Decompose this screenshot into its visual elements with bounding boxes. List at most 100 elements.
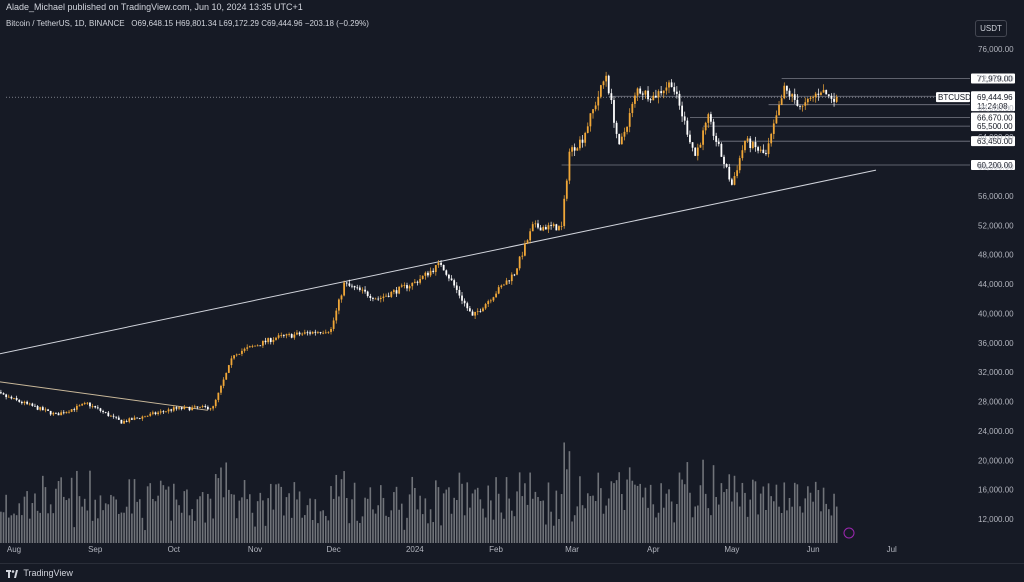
volume-bar [555, 490, 558, 543]
volume-bar [707, 508, 710, 543]
candle-body [280, 335, 283, 336]
volume-bar [319, 511, 322, 543]
volume-bar [736, 492, 738, 543]
candle-body [309, 332, 311, 334]
candle-body [827, 94, 830, 96]
time-tick-label: Jun [807, 545, 820, 554]
volume-bar [364, 497, 366, 543]
volume-bar [516, 491, 518, 543]
candle-body [356, 287, 359, 289]
volume-bar [175, 499, 178, 543]
candle-body [204, 406, 207, 407]
volume-bar [655, 517, 657, 543]
volume-bar [353, 482, 356, 543]
candle-body [241, 350, 243, 354]
candle-body [358, 287, 361, 290]
candle-body [744, 140, 746, 151]
candle-body [455, 285, 458, 290]
volume-bar [568, 451, 571, 543]
candle-body [668, 82, 670, 88]
price-chart[interactable]: 71,979.0069,567.0068,420.0066,670.0065,5… [0, 0, 1024, 563]
volume-bar [757, 514, 759, 543]
volume-bar [395, 486, 398, 543]
volume-bar [246, 499, 248, 543]
volume-bar [639, 483, 641, 543]
volume-bar [120, 512, 123, 543]
candle-body [814, 93, 817, 98]
candle-body [641, 93, 644, 95]
candle-body [372, 298, 374, 299]
volume-bar [662, 507, 665, 543]
candle-body [165, 411, 167, 413]
candle-body [238, 353, 241, 355]
volume-bar [13, 513, 15, 543]
time-tick-label: Mar [565, 545, 579, 554]
candle-body [348, 283, 351, 286]
candle-body [571, 147, 573, 152]
candle-body [94, 406, 97, 408]
candle-body [277, 335, 280, 338]
candle-body [330, 328, 332, 332]
candle-body [335, 310, 338, 321]
volume-bar [57, 481, 60, 543]
candle-body [817, 93, 820, 95]
level-price-label: 66,670.00 [977, 114, 1013, 123]
candle-body [555, 224, 558, 231]
candle-body [497, 287, 500, 294]
candle-body [445, 270, 448, 275]
volume-bar [463, 515, 466, 543]
volume-bar [15, 515, 18, 543]
volume-bar [317, 523, 319, 543]
volume-bar [733, 475, 736, 543]
candle-body [728, 166, 731, 180]
volume-bar [435, 480, 437, 543]
volume-bar [68, 498, 70, 543]
candle-body [463, 300, 466, 304]
volume-bar [31, 503, 34, 543]
candle-body [162, 411, 165, 413]
candle-body [172, 407, 175, 411]
candle-body [786, 85, 788, 91]
candle-body [183, 406, 186, 409]
volume-bar [296, 499, 298, 543]
candle-body [222, 379, 225, 386]
volume-bar [115, 499, 117, 543]
volume-bar [70, 477, 73, 543]
symbol-name[interactable]: Bitcoin / TetherUS, 1D, BINANCE [6, 19, 125, 28]
volume-bar [741, 482, 744, 543]
trendline-rising-support [0, 169, 877, 355]
candle-body [112, 415, 115, 417]
candle-body [576, 148, 579, 151]
volume-bar [222, 497, 225, 543]
candle-body [793, 94, 796, 100]
volume-bar [217, 478, 220, 543]
candle-body [254, 345, 256, 347]
candle-body [282, 335, 285, 336]
candle-body [450, 278, 453, 281]
candle-body [662, 90, 665, 94]
current-price-box [971, 92, 1015, 112]
volume-bar [21, 515, 23, 543]
candle-body [178, 407, 180, 409]
candle-body [311, 331, 314, 334]
candle-body [647, 90, 649, 100]
candle-body [406, 285, 408, 289]
candle-body [681, 105, 683, 117]
candle-body [660, 91, 663, 94]
volume-bar [65, 500, 68, 543]
volume-bar [534, 491, 537, 543]
candle-body [482, 308, 484, 312]
price-tick-label: 32,000.00 [978, 368, 1014, 377]
candle-body [639, 88, 642, 94]
currency-button[interactable]: USDT [975, 20, 1007, 37]
volume-bar [10, 515, 13, 543]
candle-body [670, 82, 673, 88]
candle-body [505, 280, 508, 285]
candle-body [39, 407, 42, 410]
volume-bar [712, 465, 715, 543]
volume-bar [322, 510, 324, 543]
candle-body [510, 274, 513, 282]
candle-body [47, 409, 49, 411]
candle-body [683, 116, 686, 121]
level-price-box [971, 136, 1015, 147]
